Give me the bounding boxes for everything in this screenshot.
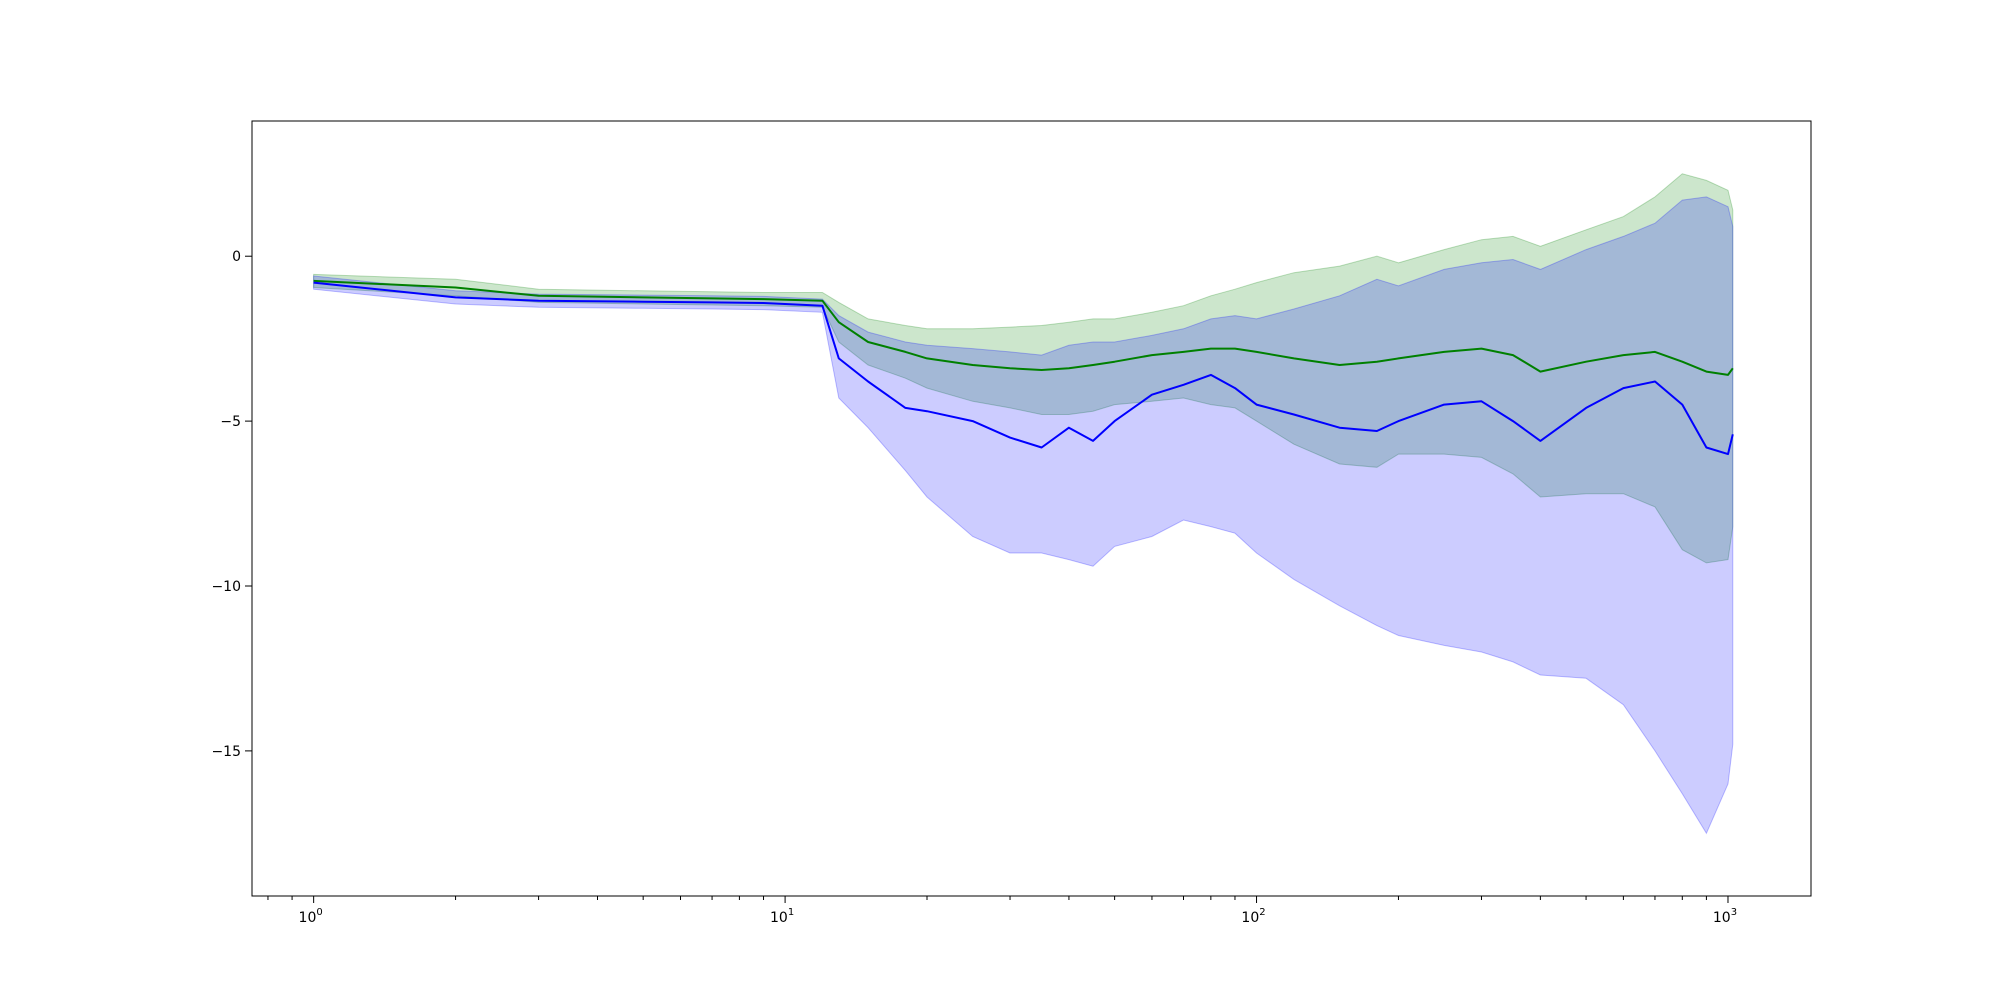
x-tick-label: 100: [299, 907, 323, 926]
y-tick-label: −5: [220, 414, 241, 430]
plot-frame: [251, 120, 1812, 897]
x-tick-label: 103: [1713, 907, 1737, 926]
x-tick-label: 102: [1241, 907, 1265, 926]
y-axis: 0 −5 −10 −15: [211, 249, 252, 760]
series-1-band: [313, 196, 1734, 835]
x-tick-label: 101: [770, 907, 794, 926]
series-1-line: [313, 281, 1734, 456]
y-tick-label: −15: [211, 744, 241, 760]
x-axis: 100 101 102 103: [267, 896, 1737, 926]
confidence-bands: [313, 173, 1734, 835]
series-lines: [313, 279, 1734, 456]
y-tick-label: −10: [211, 579, 241, 595]
y-tick-label: 0: [232, 249, 241, 265]
series-0-line: [313, 279, 1734, 376]
